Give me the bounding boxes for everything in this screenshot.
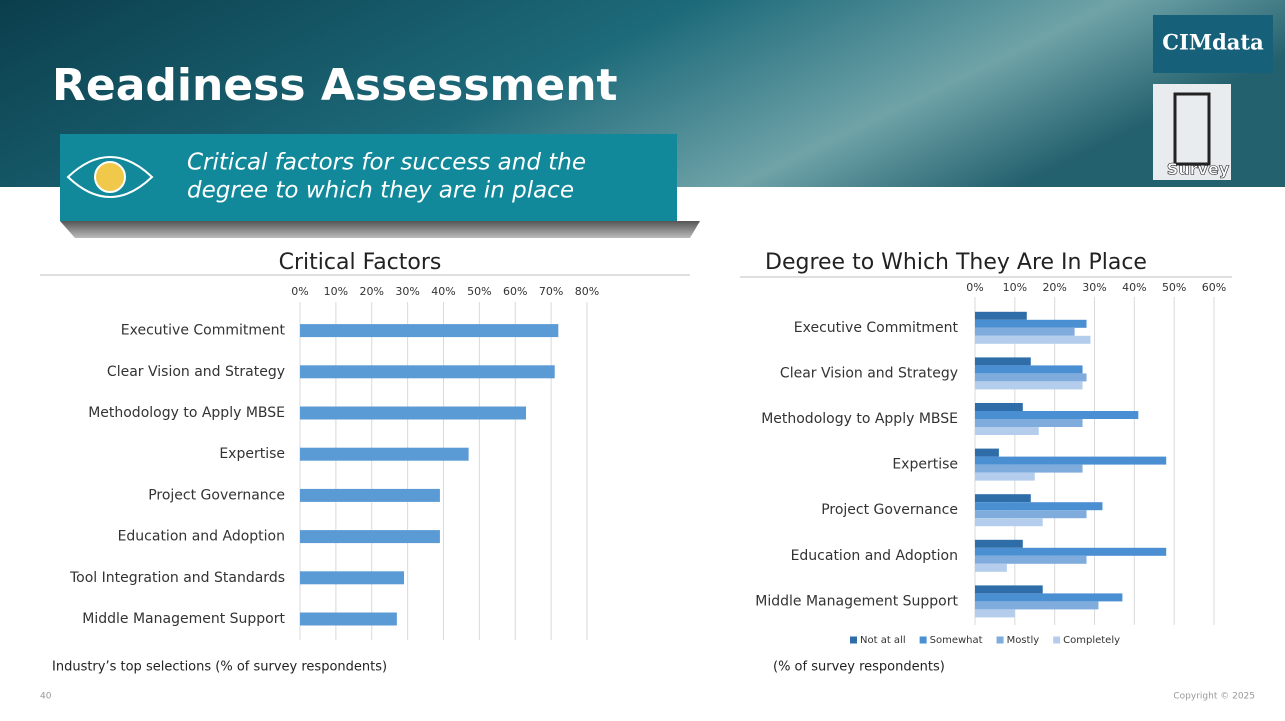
x-tick-label: 40% — [1122, 281, 1146, 294]
chart-title: Critical Factors — [279, 250, 442, 275]
bar — [975, 373, 1087, 382]
bar — [975, 403, 1023, 411]
category-label: Middle Management Support — [82, 611, 285, 627]
category-label: Tool Integration and Standards — [69, 570, 285, 586]
logo: CIMdata — [1162, 30, 1264, 55]
x-tick-label: 60% — [503, 285, 527, 298]
x-tick-label: 10% — [1003, 281, 1027, 294]
x-tick-label: 70% — [539, 285, 563, 298]
category-label: Clear Vision and Strategy — [107, 364, 285, 380]
bar — [975, 539, 1023, 548]
bar — [300, 447, 469, 461]
eye-pupil — [94, 161, 126, 193]
bar — [300, 365, 555, 379]
bar — [975, 555, 1087, 564]
category-label: Clear Vision and Strategy — [780, 365, 958, 381]
category-label: Methodology to Apply MBSE — [761, 411, 958, 427]
x-tick-label: 20% — [1042, 281, 1066, 294]
copyright: Copyright © 2025 — [1173, 692, 1255, 702]
bar — [975, 547, 1167, 556]
bar — [300, 406, 527, 420]
bar — [975, 601, 1099, 610]
callout-text: Critical factors for success and the — [187, 150, 586, 176]
legend-label: Mostly — [1007, 635, 1040, 646]
category-label: Methodology to Apply MBSE — [88, 405, 285, 421]
bar — [975, 381, 1083, 390]
category-label: Executive Commitment — [794, 320, 959, 336]
category-label: Executive Commitment — [121, 323, 286, 339]
bar — [975, 365, 1083, 374]
legend-label: Not at all — [860, 635, 906, 646]
survey-icon — [1173, 92, 1211, 166]
legend-swatch — [1053, 636, 1061, 644]
bar — [300, 488, 440, 502]
legend-label: Completely — [1063, 635, 1120, 646]
bar — [975, 327, 1075, 336]
bar — [975, 502, 1103, 511]
eye-icon — [66, 156, 154, 198]
category-label: Education and Adoption — [791, 548, 958, 564]
bar — [975, 494, 1031, 503]
callout-shadow — [60, 221, 700, 238]
bar — [975, 419, 1083, 427]
bar — [975, 357, 1031, 366]
bar — [975, 456, 1167, 465]
bar — [975, 518, 1043, 527]
x-tick-label: 80% — [575, 285, 599, 298]
bar — [975, 427, 1039, 435]
legend-swatch — [850, 636, 857, 644]
bar — [975, 472, 1035, 481]
chart-title: Degree to Which They Are In Place — [765, 250, 1147, 275]
bar — [975, 311, 1027, 320]
category-label: Middle Management Support — [755, 593, 958, 609]
bar — [975, 609, 1015, 618]
bar — [300, 324, 559, 338]
chart-note: Industry’s top selections (% of survey r… — [52, 660, 387, 675]
x-tick-label: 50% — [1162, 281, 1186, 294]
bar — [975, 585, 1043, 594]
x-tick-label: 60% — [1202, 281, 1226, 294]
legend-swatch — [919, 636, 927, 644]
callout-text: degree to which they are in place — [187, 178, 574, 204]
bar — [975, 448, 999, 457]
bar — [975, 563, 1007, 572]
legend-label: Somewhat — [930, 635, 983, 646]
x-tick-label: 0% — [966, 281, 983, 294]
x-tick-label: 30% — [1082, 281, 1106, 294]
chart-note: (% of survey respondents) — [773, 660, 945, 675]
category-label: Expertise — [892, 457, 958, 473]
x-tick-label: 30% — [395, 285, 419, 298]
legend-swatch — [996, 636, 1004, 644]
bar — [975, 593, 1123, 602]
x-tick-label: 10% — [324, 285, 348, 298]
bar — [300, 612, 397, 626]
bar — [975, 319, 1087, 328]
bar — [300, 530, 440, 544]
x-tick-label: 50% — [467, 285, 491, 298]
bar — [975, 510, 1087, 519]
bar — [975, 335, 1091, 344]
category-label: Education and Adoption — [118, 529, 285, 545]
bar — [975, 464, 1083, 473]
category-label: Project Governance — [821, 502, 958, 518]
bar — [975, 411, 1139, 419]
logo-box — [1153, 15, 1273, 73]
category-label: Project Governance — [148, 487, 285, 503]
callout — [60, 134, 677, 221]
x-tick-label: 0% — [291, 285, 308, 298]
x-tick-label: 40% — [431, 285, 455, 298]
x-tick-label: 20% — [360, 285, 384, 298]
bar — [300, 571, 405, 585]
category-label: Expertise — [219, 446, 285, 462]
page-number: 40 — [40, 692, 52, 702]
survey-label: Survey — [1167, 160, 1230, 179]
slide-title: Readiness Assessment — [52, 60, 618, 111]
